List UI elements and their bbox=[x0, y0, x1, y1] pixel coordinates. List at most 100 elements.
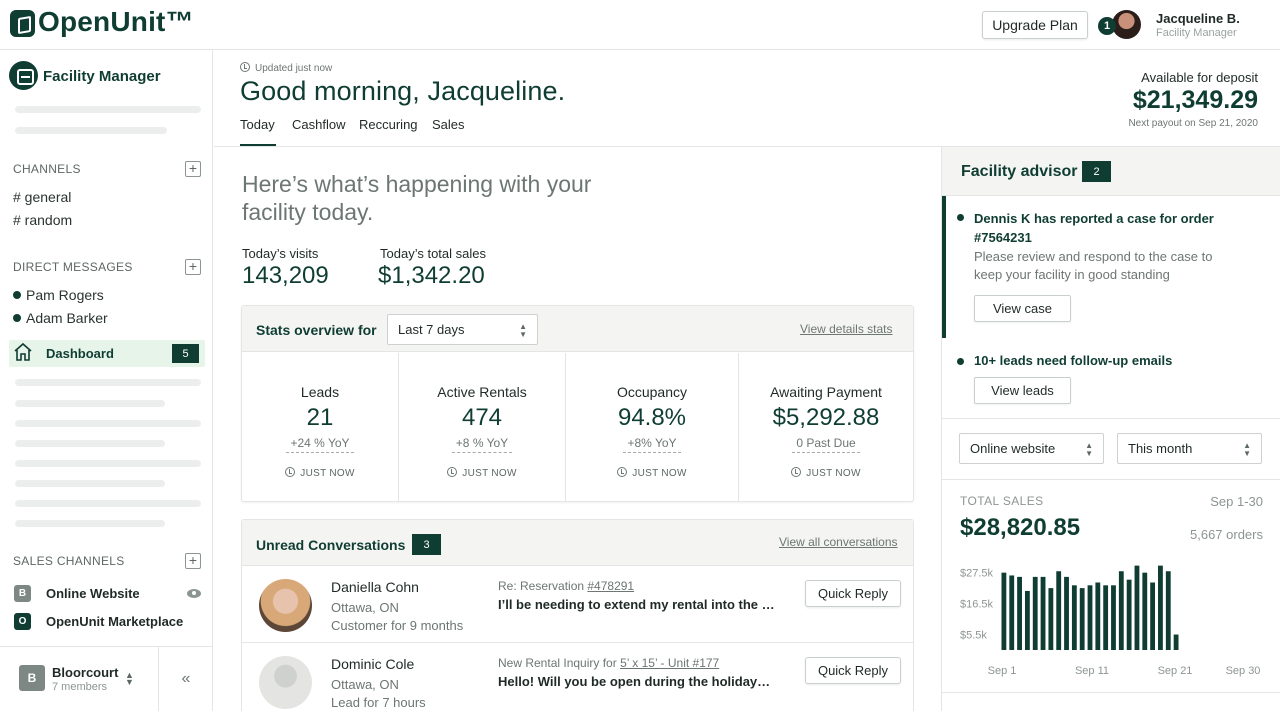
active-tab-indicator bbox=[240, 144, 276, 147]
sales-bar[interactable] bbox=[1165, 571, 1171, 650]
sales-bar[interactable] bbox=[1142, 572, 1148, 650]
add-sales-channel-icon[interactable]: + bbox=[185, 553, 201, 569]
conversation-message: Hello! Will you be open during the holid… bbox=[498, 674, 776, 689]
stat-active-rentals[interactable]: Active Rentals 474 +8 % YoY JUST NOW bbox=[399, 353, 566, 501]
channel-select-value: Online website bbox=[970, 441, 1056, 456]
stat-change-text: 0 Past Due bbox=[792, 436, 860, 453]
sales-bar[interactable] bbox=[1173, 634, 1179, 650]
placeholder-line bbox=[15, 379, 201, 386]
sales-bar[interactable] bbox=[1150, 582, 1156, 651]
sales-bar[interactable] bbox=[1048, 588, 1054, 650]
x-tick-label: Sep 1 bbox=[988, 665, 1017, 677]
quick-reply-button[interactable]: Quick Reply bbox=[805, 657, 901, 684]
advisor-count-badge: 2 bbox=[1082, 161, 1111, 182]
dm-name: Adam Barker bbox=[26, 310, 108, 326]
direct-messages-section-title: DIRECT MESSAGES bbox=[13, 260, 133, 274]
contact-since: Lead for 7 hours bbox=[331, 695, 426, 710]
stat-awaiting-payment[interactable]: Awaiting Payment $5,292.88 0 Past Due JU… bbox=[739, 353, 913, 501]
stat-label: Leads bbox=[300, 384, 340, 400]
add-channel-icon[interactable]: + bbox=[185, 161, 201, 177]
sales-bar[interactable] bbox=[1095, 582, 1101, 651]
sales-bar[interactable] bbox=[1071, 585, 1077, 650]
visits-value: 143,209 bbox=[242, 262, 329, 289]
placeholder-line bbox=[15, 440, 165, 447]
conversations-header bbox=[242, 520, 913, 566]
stat-change: +8 % YoY bbox=[399, 436, 565, 453]
advisor-title: Facility advisor bbox=[961, 163, 1078, 180]
sales-bar[interactable] bbox=[1056, 571, 1062, 650]
conversations-title: Unread Conversations bbox=[256, 537, 406, 553]
channel-select[interactable]: Online website ▲ ▼ bbox=[959, 433, 1104, 464]
placeholder-line bbox=[15, 106, 201, 113]
tab-sales[interactable]: Sales bbox=[432, 117, 465, 132]
sales-channel-openunit-marketplace[interactable]: OpenUnit Marketplace bbox=[46, 614, 184, 629]
sales-channel-online-website[interactable]: Online Website bbox=[46, 586, 140, 601]
visits-label: Today’s visits bbox=[242, 246, 319, 261]
double-chevron-left-icon: « bbox=[181, 669, 191, 687]
openunit-logo-icon[interactable] bbox=[10, 10, 35, 37]
sales-bar[interactable] bbox=[1087, 585, 1093, 650]
tab-cashflow[interactable]: Cashflow bbox=[292, 117, 346, 132]
sales-bar[interactable] bbox=[1126, 579, 1132, 650]
stat-time-text: JUST NOW bbox=[806, 468, 861, 479]
sales-bar[interactable] bbox=[1017, 576, 1022, 650]
conversation-row[interactable]: Dominic Cole Ottawa, ON Lead for 7 hours… bbox=[242, 643, 913, 711]
sales-bar[interactable] bbox=[1111, 585, 1116, 650]
sales-bar[interactable] bbox=[1103, 585, 1109, 650]
sidebar-item-general[interactable]: # general bbox=[13, 189, 72, 205]
user-avatar[interactable] bbox=[1112, 10, 1141, 39]
sales-bar[interactable] bbox=[1009, 575, 1015, 650]
placeholder-line bbox=[15, 460, 201, 467]
conversation-row[interactable]: Daniella Cohn Ottawa, ON Customer for 9 … bbox=[242, 566, 913, 643]
view-case-button[interactable]: View case bbox=[974, 295, 1071, 322]
collapse-sidebar-button[interactable]: « bbox=[158, 646, 213, 711]
placeholder-line bbox=[15, 500, 201, 507]
sales-bar[interactable] bbox=[1134, 565, 1140, 650]
view-leads-button[interactable]: View leads bbox=[974, 377, 1071, 404]
contact-location: Ottawa, ON bbox=[331, 677, 399, 692]
app-logo-text[interactable]: OpenUnit™ bbox=[38, 6, 194, 37]
stat-change: +24 % YoY bbox=[242, 436, 398, 453]
stat-change-text: +8% YoY bbox=[623, 436, 681, 453]
organization-switch-icon[interactable]: ▲ ▼ bbox=[125, 670, 134, 687]
user-name[interactable]: Jacqueline B. bbox=[1156, 11, 1240, 26]
sidebar-item-adam-barker[interactable]: Adam Barker bbox=[13, 310, 108, 326]
tab-today[interactable]: Today bbox=[240, 117, 275, 132]
placeholder-line bbox=[15, 400, 165, 407]
stat-label: Awaiting Payment bbox=[770, 384, 882, 400]
tab-reccuring[interactable]: Reccuring bbox=[359, 117, 418, 132]
unit-link[interactable]: 5’ x 15’ - Unit #177 bbox=[620, 656, 720, 670]
sales-bar[interactable] bbox=[1024, 590, 1030, 650]
upgrade-plan-button[interactable]: Upgrade Plan bbox=[982, 11, 1088, 39]
add-direct-message-icon[interactable]: + bbox=[185, 259, 201, 275]
sidebar-item-random[interactable]: # random bbox=[13, 212, 73, 228]
deposit-label: Available for deposit bbox=[1141, 70, 1258, 85]
stat-leads[interactable]: Leads 21 +24 % YoY JUST NOW bbox=[242, 353, 399, 501]
view-all-conversations-link[interactable]: View all conversations bbox=[779, 535, 898, 549]
eye-icon[interactable] bbox=[187, 589, 201, 598]
sales-bar[interactable] bbox=[1079, 588, 1085, 650]
contact-name: Dominic Cole bbox=[331, 656, 415, 672]
stats-range-select[interactable]: Last 7 days ▲ ▼ bbox=[387, 314, 538, 345]
sales-bar[interactable] bbox=[1040, 576, 1046, 650]
sales-bar[interactable] bbox=[1064, 576, 1069, 650]
stat-occupancy[interactable]: Occupancy 94.8% +8% YoY JUST NOW bbox=[566, 353, 739, 501]
organization-icon[interactable]: B bbox=[19, 665, 45, 691]
stat-timestamp: JUST NOW bbox=[566, 467, 738, 479]
sales-bar[interactable] bbox=[1118, 571, 1124, 650]
y-tick-label: $5.5k bbox=[960, 630, 987, 642]
sales-bar[interactable] bbox=[1001, 572, 1007, 650]
sidebar-item-pam-rogers[interactable]: Pam Rogers bbox=[13, 287, 104, 303]
organization-name[interactable]: Bloorcourt bbox=[52, 665, 119, 680]
sales-bar-chart: $27.5k $16.5k $5.5k Sep 1 Sep 11 Sep 21 Sep 30 bbox=[960, 565, 1260, 677]
quick-reply-button[interactable]: Quick Reply bbox=[805, 580, 901, 607]
contact-location: Ottawa, ON bbox=[331, 600, 399, 615]
facility-manager-icon bbox=[9, 61, 38, 90]
sales-bar[interactable] bbox=[1032, 576, 1038, 650]
sales-bar[interactable] bbox=[1158, 565, 1163, 650]
notification-badge[interactable]: 1 bbox=[1098, 17, 1116, 35]
view-details-stats-link[interactable]: View details stats bbox=[800, 322, 893, 336]
reservation-link[interactable]: #478291 bbox=[587, 579, 635, 593]
dashboard-label[interactable]: Dashboard bbox=[46, 346, 114, 361]
period-select[interactable]: This month ▲ ▼ bbox=[1117, 433, 1262, 464]
